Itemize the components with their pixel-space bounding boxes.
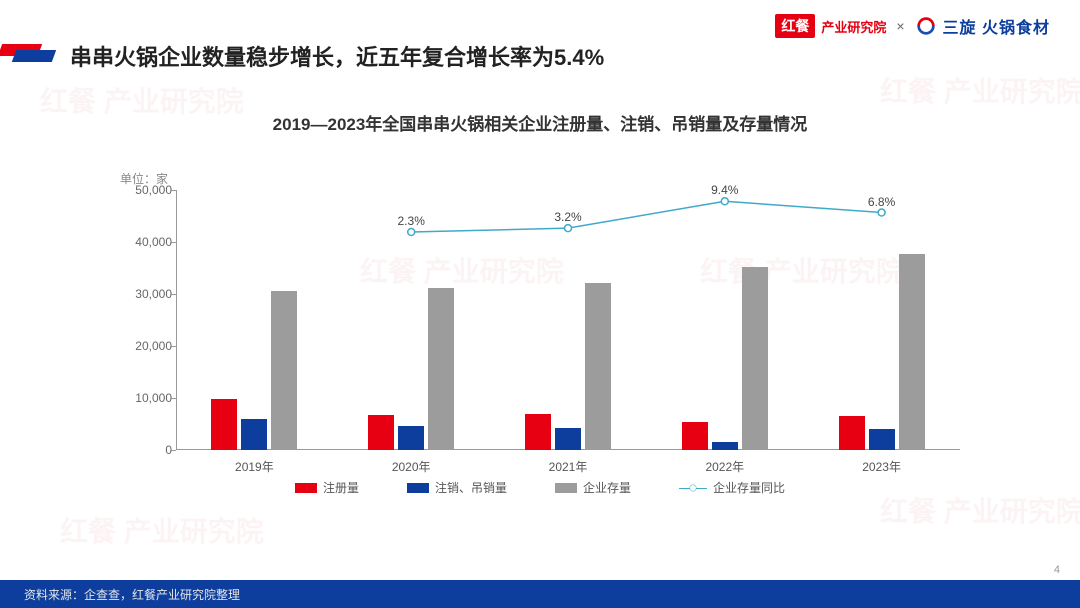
legend-swatch — [295, 483, 317, 493]
page-title: 串串火锅企业数量稳步增长，近五年复合增长率为5.4% — [70, 40, 604, 72]
legend-item: 企业存量同比 — [679, 479, 785, 496]
chart-container: 单位：家 010,00020,00030,00040,00050,000 201… — [120, 170, 960, 490]
plot-area: 010,00020,00030,00040,00050,000 2019年202… — [120, 190, 960, 450]
bar — [839, 416, 865, 450]
footer-bar: 资料来源：企查查，红餐产业研究院整理 — [0, 580, 1080, 608]
x-tick-label: 2020年 — [392, 458, 431, 475]
y-tick-mark — [170, 190, 176, 191]
bars-area: 2019年2020年2021年2022年2023年 — [176, 190, 960, 450]
legend-item: 注销、吊销量 — [407, 479, 507, 496]
x-tick-label: 2021年 — [549, 458, 588, 475]
chart-title: 2019—2023年全国串串火锅相关企业注册量、注销、吊销量及存量情况 — [0, 110, 1080, 135]
legend-swatch — [407, 483, 429, 493]
legend-item: 企业存量 — [555, 479, 631, 496]
y-tick-label: 40,000 — [112, 235, 172, 249]
y-tick-label: 50,000 — [112, 183, 172, 197]
y-tick-label: 30,000 — [112, 287, 172, 301]
bar — [428, 288, 454, 450]
legend-label: 注册量 — [323, 479, 359, 496]
legend-item: 注册量 — [295, 479, 359, 496]
bar — [398, 426, 424, 450]
watermark: 红餐 产业研究院 — [60, 510, 264, 550]
bar — [585, 283, 611, 450]
title-decoration-icon — [0, 44, 54, 62]
line-value-label: 3.2% — [554, 210, 581, 224]
bar — [241, 419, 267, 450]
legend-label: 企业存量 — [583, 479, 631, 496]
logo-separator-x: × — [896, 18, 904, 34]
bar — [211, 399, 237, 450]
legend-label: 注销、吊销量 — [435, 479, 507, 496]
logo-hongcan-badge: 红餐 — [775, 14, 815, 38]
bar — [869, 429, 895, 450]
bar — [368, 415, 394, 450]
logo-hongcan-text: 产业研究院 — [821, 17, 886, 36]
legend: 注册量 注销、吊销量 企业存量 企业存量同比 — [120, 479, 960, 496]
bar — [742, 267, 768, 450]
legend-label: 企业存量同比 — [713, 479, 785, 496]
y-tick-label: 10,000 — [112, 391, 172, 405]
y-tick-mark — [170, 450, 176, 451]
footer-source: 资料来源：企查查，红餐产业研究院整理 — [24, 586, 240, 603]
y-tick-mark — [170, 294, 176, 295]
sanxuan-logo-text: 三旋 火锅食材 — [943, 14, 1050, 38]
x-tick-label: 2022年 — [705, 458, 744, 475]
x-tick-label: 2023年 — [862, 458, 901, 475]
line-value-label: 6.8% — [868, 194, 895, 208]
y-tick-mark — [170, 346, 176, 347]
y-axis-ticks: 010,00020,00030,00040,00050,000 — [112, 190, 172, 450]
bar — [271, 291, 297, 450]
y-tick-label: 20,000 — [112, 339, 172, 353]
line-value-label: 2.3% — [398, 214, 425, 228]
line-value-label: 9.4% — [711, 183, 738, 197]
bar — [555, 428, 581, 450]
bar — [525, 414, 551, 450]
y-tick-mark — [170, 242, 176, 243]
bar — [682, 422, 708, 450]
bar — [712, 442, 738, 450]
bar — [899, 254, 925, 450]
watermark: 红餐 产业研究院 — [880, 70, 1080, 110]
slide-page: { "header": { "logo_red_badge": "红餐", "l… — [0, 0, 1080, 608]
y-tick-label: 0 — [112, 443, 172, 457]
sanxuan-logo-icon — [915, 15, 937, 37]
legend-swatch-line — [679, 482, 707, 494]
page-number: 4 — [1054, 564, 1060, 576]
legend-swatch — [555, 483, 577, 493]
watermark: 红餐 产业研究院 — [880, 490, 1080, 530]
x-tick-label: 2019年 — [235, 458, 274, 475]
y-tick-mark — [170, 398, 176, 399]
header-logos: 红餐 产业研究院 × 三旋 火锅食材 — [775, 14, 1050, 38]
